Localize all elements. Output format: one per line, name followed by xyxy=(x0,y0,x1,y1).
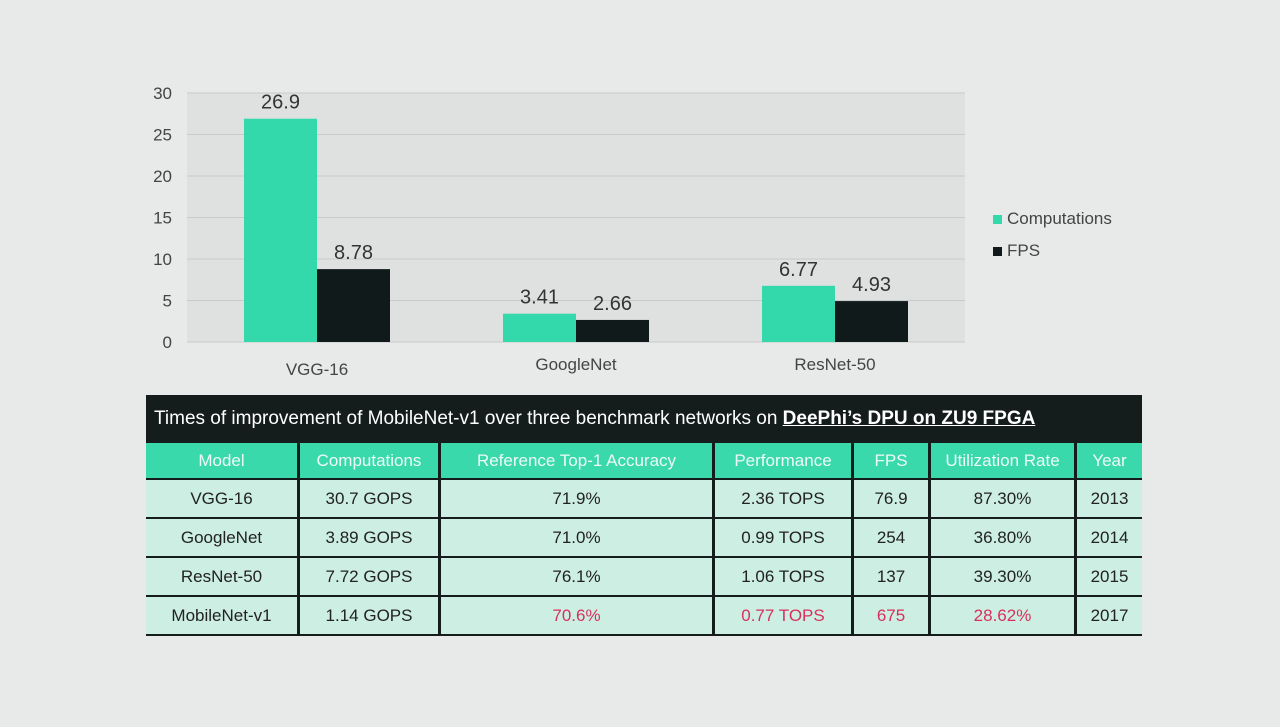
table-row: VGG-16 30.7 GOPS 71.9% 2.36 TOPS 76.9 87.30% 2… xyxy=(146,480,1142,519)
table-cell: ResNet-50 xyxy=(146,558,297,595)
table-cell: 71.9% xyxy=(441,480,712,517)
data-label: 4.93 xyxy=(852,274,891,296)
table-cell: 7.72 GOPS xyxy=(300,558,438,595)
bar-computations-vgg-16 xyxy=(244,118,317,342)
y-tick-label: 0 xyxy=(163,333,172,352)
table-row: ResNet-50 7.72 GOPS 76.1% 1.06 TOPS 137 39.30… xyxy=(146,558,1142,597)
table-cell: 2.36 TOPS xyxy=(715,480,851,517)
y-tick-label: 20 xyxy=(153,167,172,186)
y-tick-label: 15 xyxy=(153,209,172,228)
y-tick-label: 10 xyxy=(153,250,172,269)
bar-fps-vgg-16 xyxy=(317,269,390,342)
table-cell: 3.89 GOPS xyxy=(300,519,438,556)
table-cell: 39.30% xyxy=(931,558,1074,595)
legend-computations: Computations xyxy=(993,209,1112,229)
table-cell: GoogleNet xyxy=(146,519,297,556)
table-title: Times of improvement of MobileNet-v1 ove… xyxy=(154,408,1036,429)
legend-swatch-computations xyxy=(993,214,1002,224)
legend-swatch-fps xyxy=(993,246,1002,256)
data-label: 26.9 xyxy=(261,92,300,114)
bar-chart: 0 5 10 15 20 25 30 VGG-16 26.9 8.78 GoogleNet 3.41 2… xyxy=(153,84,965,379)
table-cell: 76.9 xyxy=(854,480,928,517)
legend-fps: FPS xyxy=(993,241,1040,261)
table-cell: 2017 xyxy=(1077,597,1142,634)
table-cell: 71.0% xyxy=(441,519,712,556)
table-cell: 87.30% xyxy=(931,480,1074,517)
column-header: Computations xyxy=(300,443,438,478)
column-header: Utilization Rate xyxy=(931,443,1074,478)
data-label: 6.77 xyxy=(779,259,818,281)
bar-computations-resnet-50 xyxy=(762,285,835,342)
table-cell: 0.77 TOPS xyxy=(715,597,851,634)
table-cell: 36.80% xyxy=(931,519,1074,556)
x-tick-label: VGG-16 xyxy=(286,360,348,379)
table-cell: VGG-16 xyxy=(146,480,297,517)
table-cell: MobileNet-v1 xyxy=(146,597,297,634)
x-tick-label: ResNet-50 xyxy=(794,355,875,374)
y-tick-label: 25 xyxy=(153,126,172,145)
table-cell: 76.1% xyxy=(441,558,712,595)
bar-computations-googlenet xyxy=(503,313,576,342)
table-cell: 2014 xyxy=(1077,519,1142,556)
bar-fps-resnet-50 xyxy=(835,301,908,342)
table-title-emphasis: DeePhi’s DPU on ZU9 FPGA xyxy=(782,408,1036,429)
table-cell: 30.7 GOPS xyxy=(300,480,438,517)
table-cell: 254 xyxy=(854,519,928,556)
data-label: 3.41 xyxy=(520,287,559,309)
data-label: 2.66 xyxy=(593,293,632,315)
column-header: Reference Top-1 Accuracy xyxy=(441,443,712,478)
table-cell: 2015 xyxy=(1077,558,1142,595)
table-cell: 1.14 GOPS xyxy=(300,597,438,634)
y-tick-label: 30 xyxy=(153,84,172,103)
table-row: GoogleNet 3.89 GOPS 71.0% 0.99 TOPS 254 36.80… xyxy=(146,519,1142,558)
table-cell: 28.62% xyxy=(931,597,1074,634)
data-label: 8.78 xyxy=(334,242,373,264)
bar-fps-googlenet xyxy=(576,319,649,342)
table-header-row: Model Computations Reference Top-1 Accurac… xyxy=(146,443,1142,480)
table-cell: 2013 xyxy=(1077,480,1142,517)
column-header: Model xyxy=(146,443,297,478)
y-tick-label: 5 xyxy=(163,292,172,311)
benchmark-table: Times of improvement of MobileNet-v1 ove… xyxy=(146,395,1142,636)
column-header: FPS xyxy=(854,443,928,478)
x-tick-label: GoogleNet xyxy=(535,355,617,374)
table-cell: 137 xyxy=(854,558,928,595)
table-cell: 675 xyxy=(854,597,928,634)
table-cell: 1.06 TOPS xyxy=(715,558,851,595)
table-cell: 0.99 TOPS xyxy=(715,519,851,556)
column-header: Year xyxy=(1077,443,1142,478)
table-cell: 70.6% xyxy=(441,597,712,634)
table-row: MobileNet-v1 1.14 GOPS 70.6% 0.77 TOPS 675 28… xyxy=(146,597,1142,636)
column-header: Performance xyxy=(715,443,851,478)
